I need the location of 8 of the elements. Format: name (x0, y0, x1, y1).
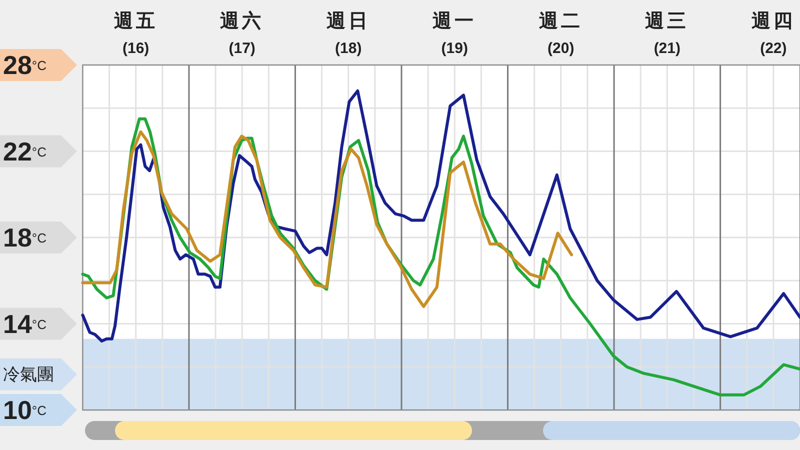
x-tick-label: 週日 (18) (325, 11, 370, 57)
band-label: 冷氣團 (3, 364, 54, 384)
x-tick-label: 週一 (19) (432, 11, 477, 57)
x-tick-label: 週二 (20) (538, 11, 583, 57)
x-tick-label: 週四 (22) (750, 11, 796, 57)
x-tick-label: 週三 (21) (644, 11, 690, 57)
x-tick-label: 週五 (16) (112, 11, 158, 57)
x-tick-label: 週六 (17) (219, 10, 264, 57)
